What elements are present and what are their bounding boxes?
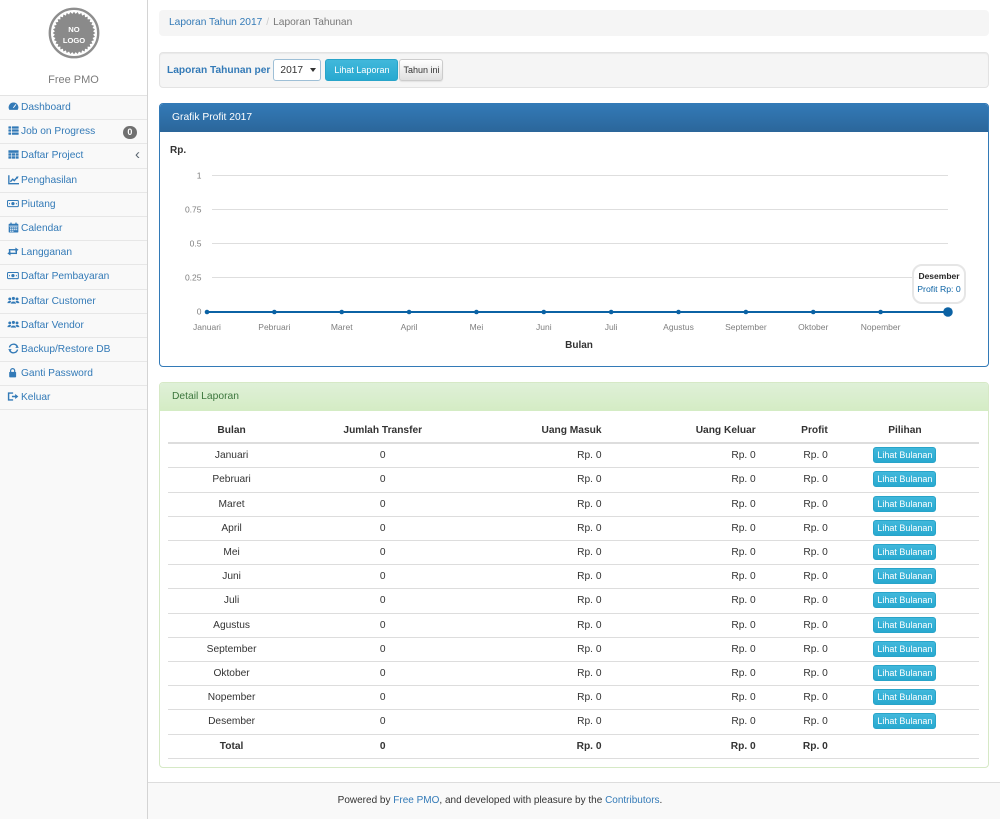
svg-text:0.5: 0.5	[190, 238, 202, 248]
svg-text:September: September	[725, 322, 767, 332]
svg-text:Maret: Maret	[331, 322, 353, 332]
svg-text:Oktober: Oktober	[798, 322, 828, 332]
svg-text:Januari: Januari	[193, 322, 221, 332]
svg-text:NO: NO	[68, 25, 79, 34]
svg-text:Nopember: Nopember	[861, 322, 901, 332]
svg-text:1: 1	[197, 170, 202, 180]
svg-text:0.25: 0.25	[185, 272, 202, 282]
svg-text:LOGO: LOGO	[62, 36, 84, 45]
svg-text:April: April	[401, 322, 418, 332]
svg-text:Mei: Mei	[470, 322, 484, 332]
svg-text:Juli: Juli	[605, 322, 618, 332]
svg-text:Juni: Juni	[536, 322, 552, 332]
svg-text:0.75: 0.75	[185, 204, 202, 214]
svg-text:Agustus: Agustus	[663, 322, 694, 332]
svg-text:0: 0	[197, 306, 202, 316]
svg-text:Pebruari: Pebruari	[258, 322, 290, 332]
